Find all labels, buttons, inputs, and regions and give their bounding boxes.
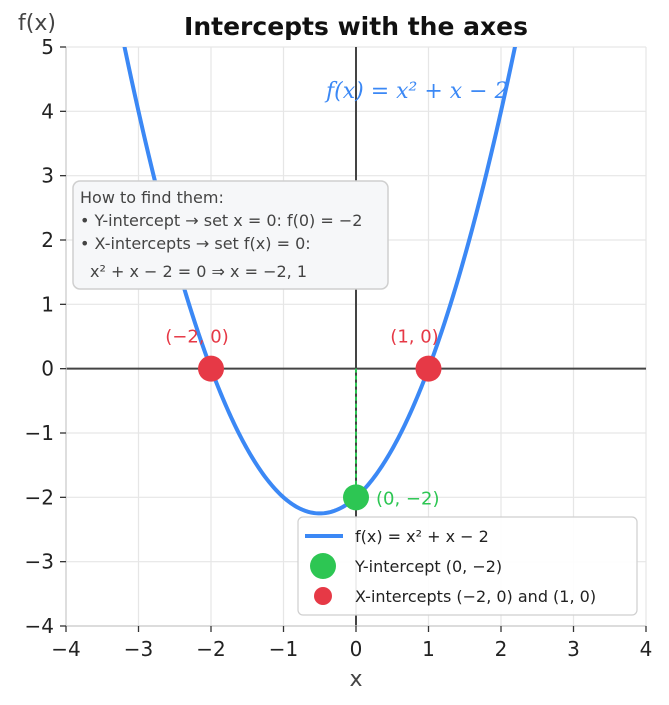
legend-swatch-y-intercept xyxy=(310,553,336,579)
x-axis-label: x xyxy=(349,667,362,692)
info-box: How to find them: • Y-intercept → set x … xyxy=(72,180,389,290)
legend-entry-x-intercepts: X-intercepts (−2, 0) and (1, 0) xyxy=(355,587,596,606)
info-line-y-intercept: • Y-intercept → set x = 0: f(0) = −2 xyxy=(80,211,362,230)
x-tick-label: −4 xyxy=(51,637,80,661)
x-tick-label: 3 xyxy=(567,637,580,661)
y-tick-label: −2 xyxy=(25,485,54,509)
x-tick-label: 4 xyxy=(640,637,653,661)
curve-equation-label: f(x) = x² + x − 2 xyxy=(324,79,509,104)
y-axis-label: f(x) xyxy=(18,11,56,36)
y-tick-label: −4 xyxy=(25,614,54,638)
x-intercept-label: (1, 0) xyxy=(390,327,438,348)
tick-labels: −4 −3 −2 −1 0 1 2 3 4 −4 −3 −2 −1 0 1 2 3 4 5 xyxy=(25,35,653,661)
x-tick-label: 0 xyxy=(350,637,363,661)
y-tick-label: 1 xyxy=(41,292,54,316)
x-tick-label: −2 xyxy=(196,637,225,661)
y-tick-label: −1 xyxy=(25,421,54,445)
y-tick-label: 5 xyxy=(41,35,54,59)
legend: f(x) = x² + x − 2 Y-intercept (0, −2) X-… xyxy=(297,516,638,616)
x-tick-label: 2 xyxy=(495,637,508,661)
y-tick-label: −3 xyxy=(25,550,54,574)
x-intercept-point xyxy=(415,355,442,382)
legend-entry-curve: f(x) = x² + x − 2 xyxy=(355,527,489,546)
legend-swatch-x-intercepts xyxy=(314,587,332,605)
legend-entry-y-intercept: Y-intercept (0, −2) xyxy=(354,557,502,576)
x-intercept-label: (−2, 0) xyxy=(165,327,228,348)
x-tick-label: 1 xyxy=(422,637,435,661)
y-tick-label: 4 xyxy=(41,99,54,123)
y-intercept-label: (0, −2) xyxy=(376,488,439,509)
info-line-solution: x² + x − 2 = 0 ⇒ x = −2, 1 xyxy=(90,262,307,281)
y-tick-label: 2 xyxy=(41,228,54,252)
info-line-heading: How to find them: xyxy=(80,188,224,207)
x-tick-label: −1 xyxy=(269,637,298,661)
y-tick-label: 0 xyxy=(41,357,54,381)
legend-background xyxy=(297,516,638,616)
info-line-x-intercepts: • X-intercepts → set f(x) = 0: xyxy=(80,234,311,253)
x-intercept-point xyxy=(198,355,224,382)
y-tick-label: 3 xyxy=(41,164,54,188)
intercept-points: (−2, 0) (1, 0) (0, −2) xyxy=(165,327,442,511)
y-intercept-point xyxy=(343,484,369,511)
x-tick-label: −3 xyxy=(124,637,153,661)
info-box-background xyxy=(72,180,389,290)
chart-title: Intercepts with the axes xyxy=(184,12,528,41)
